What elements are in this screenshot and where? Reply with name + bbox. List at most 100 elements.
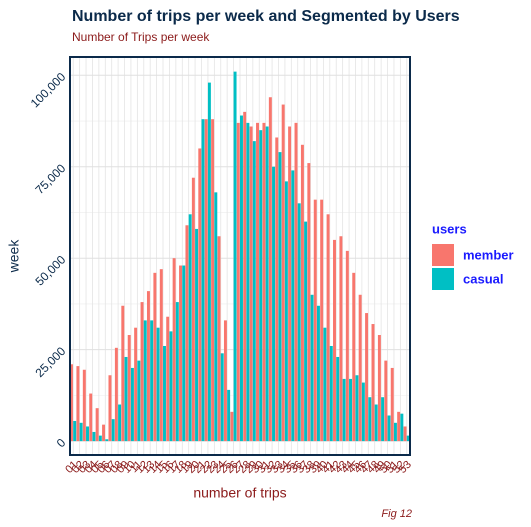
bar bbox=[384, 360, 388, 442]
bar bbox=[252, 141, 256, 442]
bar bbox=[73, 420, 77, 442]
bar bbox=[294, 122, 298, 442]
bar bbox=[204, 119, 208, 442]
bar bbox=[223, 320, 227, 442]
bar bbox=[185, 225, 189, 442]
bar bbox=[163, 345, 166, 442]
bar bbox=[243, 111, 247, 442]
bar bbox=[89, 393, 93, 442]
bar bbox=[95, 408, 99, 442]
bar bbox=[217, 236, 221, 442]
bar bbox=[159, 269, 163, 442]
y-tick-label: 50,000 bbox=[33, 252, 69, 288]
bar bbox=[326, 214, 330, 442]
bar bbox=[137, 360, 141, 442]
x-axis-label: number of trips bbox=[193, 485, 286, 501]
panel-border bbox=[69, 56, 411, 456]
bar bbox=[393, 422, 397, 442]
y-axis-label: week bbox=[6, 239, 22, 274]
bar bbox=[256, 122, 259, 442]
bar bbox=[275, 137, 279, 442]
bar bbox=[207, 82, 211, 442]
bar bbox=[265, 126, 269, 442]
bar bbox=[214, 192, 218, 442]
bar bbox=[349, 378, 353, 442]
legend-swatch bbox=[432, 268, 454, 290]
bar bbox=[169, 331, 173, 442]
bar bbox=[272, 166, 276, 442]
bar bbox=[114, 347, 118, 442]
bar bbox=[130, 367, 134, 442]
bar bbox=[355, 375, 359, 442]
bar bbox=[111, 419, 115, 442]
bar bbox=[198, 148, 202, 442]
bar bbox=[403, 426, 407, 442]
bar bbox=[358, 294, 362, 442]
bar bbox=[201, 119, 205, 442]
bar bbox=[307, 163, 311, 442]
bar bbox=[121, 305, 125, 442]
bar bbox=[342, 378, 346, 442]
bar bbox=[323, 327, 327, 442]
bar bbox=[188, 214, 192, 442]
bar bbox=[236, 122, 240, 442]
bar bbox=[227, 389, 231, 442]
legend-title: users bbox=[432, 221, 467, 236]
bar bbox=[339, 236, 343, 442]
chart-subtitle: Number of Trips per week bbox=[72, 30, 210, 44]
legend-label: member bbox=[463, 247, 514, 262]
bar bbox=[150, 320, 154, 442]
bar bbox=[108, 375, 112, 442]
bar bbox=[153, 272, 157, 442]
bar bbox=[268, 97, 272, 442]
bar bbox=[300, 144, 304, 442]
bar bbox=[365, 313, 369, 442]
legend-label: casual bbox=[463, 271, 503, 286]
bar bbox=[175, 302, 179, 442]
bar bbox=[134, 327, 138, 442]
bar bbox=[127, 335, 131, 442]
bar bbox=[316, 305, 320, 442]
bar bbox=[406, 435, 410, 442]
bar bbox=[156, 327, 160, 442]
y-tick-label: 0 bbox=[54, 435, 69, 450]
bar bbox=[211, 119, 215, 442]
bar bbox=[172, 258, 176, 442]
bar bbox=[361, 382, 365, 442]
bar bbox=[397, 411, 401, 442]
bar bbox=[281, 104, 285, 442]
bar bbox=[82, 369, 86, 442]
bar bbox=[381, 397, 385, 442]
bar bbox=[387, 415, 391, 442]
bar bbox=[233, 71, 237, 442]
bar bbox=[262, 122, 266, 442]
bar bbox=[345, 250, 349, 442]
bar bbox=[92, 431, 96, 442]
bar bbox=[368, 397, 372, 442]
bar bbox=[146, 291, 150, 442]
bar bbox=[124, 356, 128, 442]
bar bbox=[70, 364, 73, 442]
bar bbox=[76, 366, 80, 442]
bar bbox=[246, 122, 250, 442]
bar bbox=[102, 424, 106, 442]
bar bbox=[374, 404, 378, 442]
bar bbox=[140, 302, 144, 442]
y-tick-label: 75,000 bbox=[33, 161, 69, 197]
bar bbox=[333, 239, 336, 442]
bar bbox=[118, 404, 122, 442]
caption: Fig 12 bbox=[381, 508, 412, 520]
bar bbox=[143, 320, 147, 442]
bar bbox=[304, 221, 308, 442]
bar bbox=[105, 439, 109, 442]
bar bbox=[240, 115, 243, 442]
bar bbox=[390, 367, 394, 442]
y-tick-label: 100,000 bbox=[28, 70, 69, 111]
bar bbox=[191, 177, 195, 442]
bar bbox=[230, 411, 234, 442]
bar bbox=[259, 130, 263, 442]
bar bbox=[278, 152, 282, 442]
legend-swatch bbox=[432, 244, 454, 266]
bar bbox=[195, 228, 199, 442]
